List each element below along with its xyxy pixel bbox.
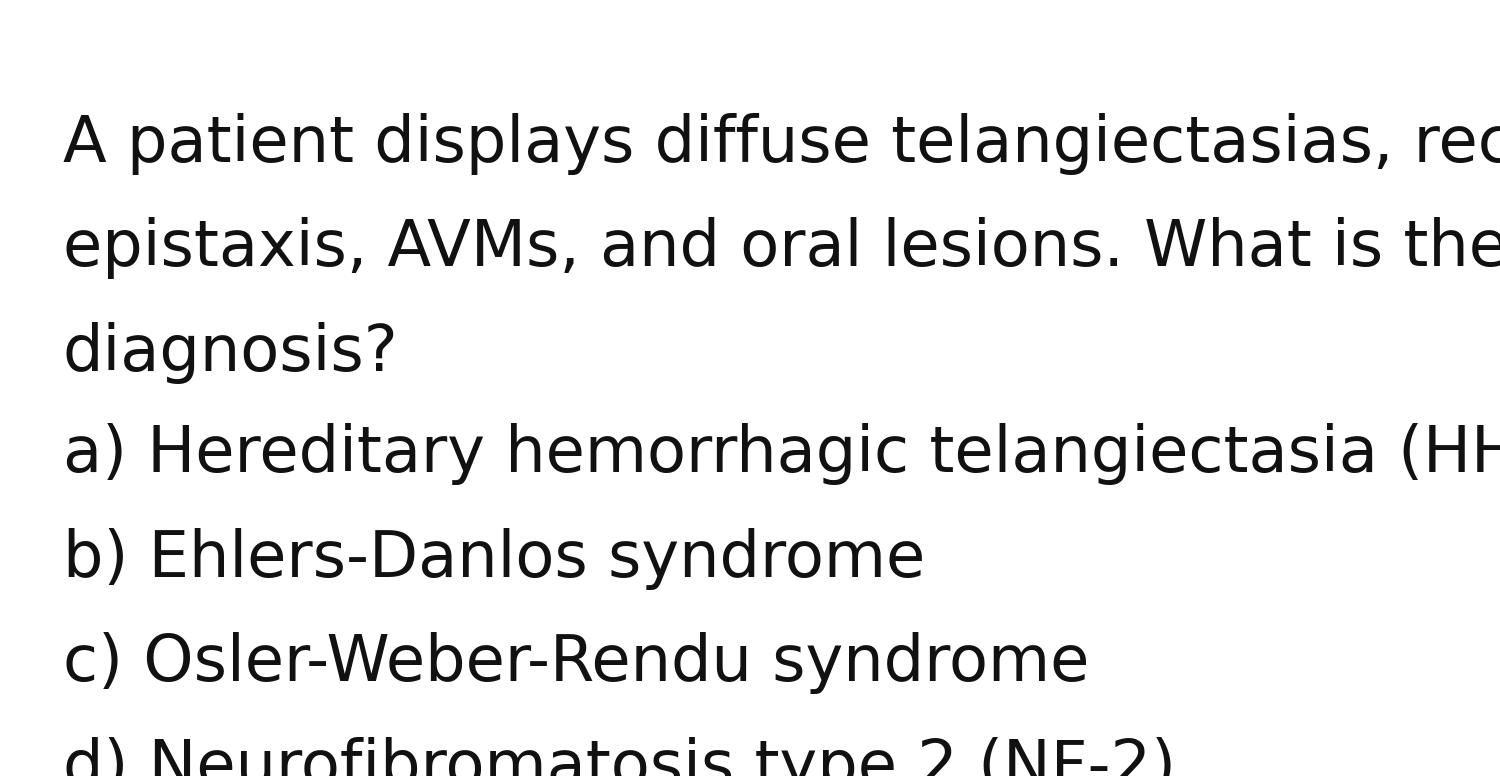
Text: c) Osler-Weber-Rendu syndrome: c) Osler-Weber-Rendu syndrome [63, 632, 1089, 695]
Text: diagnosis?: diagnosis? [63, 322, 399, 384]
Text: b) Ehlers-Danlos syndrome: b) Ehlers-Danlos syndrome [63, 528, 925, 590]
Text: A patient displays diffuse telangiectasias, recurrent: A patient displays diffuse telangiectasi… [63, 113, 1500, 175]
Text: d) Neurofibromatosis type 2 (NF-2): d) Neurofibromatosis type 2 (NF-2) [63, 737, 1176, 776]
Text: epistaxis, AVMs, and oral lesions. What is the likely: epistaxis, AVMs, and oral lesions. What … [63, 217, 1500, 279]
Text: a) Hereditary hemorrhagic telangiectasia (HHT): a) Hereditary hemorrhagic telangiectasia… [63, 423, 1500, 485]
